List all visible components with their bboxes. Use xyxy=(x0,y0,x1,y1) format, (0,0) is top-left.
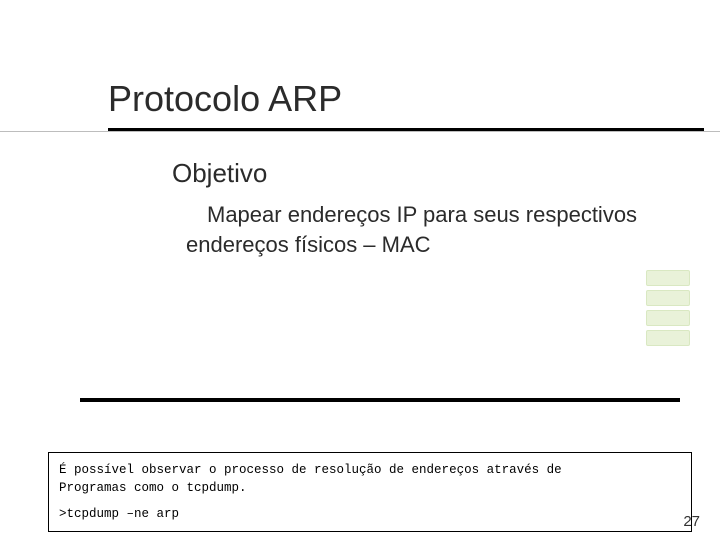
bullet-text: Objetivo xyxy=(172,158,267,188)
note-line: É possível observar o processo de resolu… xyxy=(59,461,681,479)
footnote-box: É possível observar o processo de resolu… xyxy=(48,452,692,532)
bullet-text: Mapear endereços IP para seus respectivo… xyxy=(186,202,637,257)
page-title: Protocolo ARP xyxy=(108,78,342,120)
page-number: 27 xyxy=(683,513,700,530)
arp-diagram xyxy=(80,278,660,448)
bullet-level1: Objetivo xyxy=(148,158,267,189)
bullet-marker xyxy=(186,211,197,222)
logo xyxy=(18,18,80,80)
bullet-marker xyxy=(148,168,162,182)
bus-line xyxy=(80,398,680,402)
title-rule-thin xyxy=(0,131,720,132)
bullet-level2: Mapear endereços IP para seus respectivo… xyxy=(186,200,690,259)
note-line: Programas como o tcpdump. xyxy=(59,479,681,497)
note-command: >tcpdump –ne arp xyxy=(59,505,681,523)
